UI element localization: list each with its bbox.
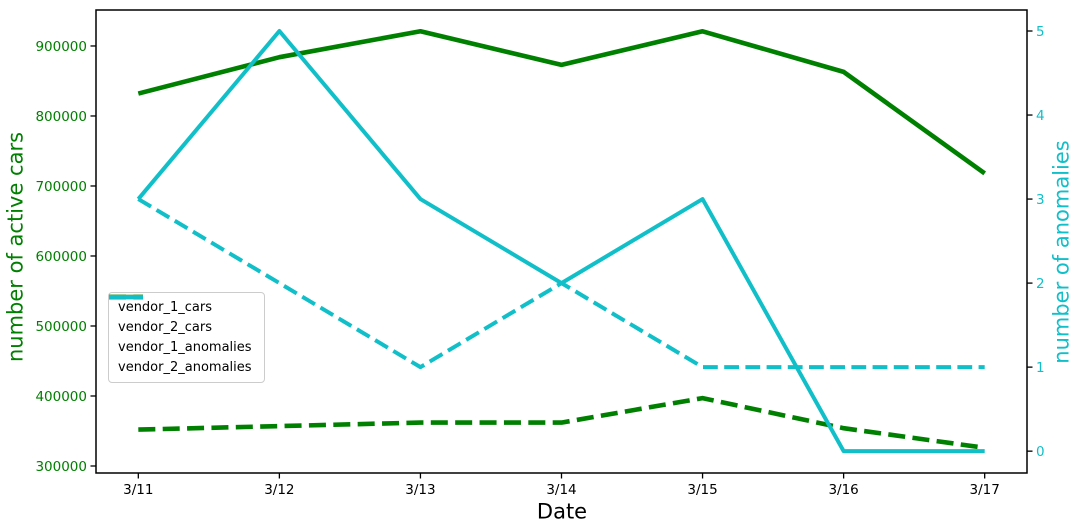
right-axis-tick-label: 2 <box>1036 276 1045 292</box>
left-axis-tick-label: 600000 <box>35 249 87 265</box>
x-axis-tick-label: 3/11 <box>123 482 153 498</box>
x-axis-tick-label: 3/13 <box>405 482 435 498</box>
legend-label: vendor_2_cars <box>118 320 212 335</box>
plot-border <box>95 9 1028 474</box>
x-axis-tick-label: 3/15 <box>687 482 717 498</box>
series-line-vendor_2_anomalies <box>137 197 985 370</box>
right-axis-title: number of anomalies <box>1049 140 1074 364</box>
right-axis-tick-label: 0 <box>1036 444 1045 460</box>
left-axis-title: number of active cars <box>3 131 28 363</box>
legend-dashed-line-sample <box>109 295 143 299</box>
legend-label: vendor_1_anomalies <box>118 340 252 355</box>
right-axis-tick-label: 1 <box>1036 360 1045 376</box>
legend-item-vendor_1_cars: vendor_1_cars <box>109 294 252 316</box>
right-axis-tick-label: 3 <box>1036 192 1045 208</box>
x-axis-tick-label: 3/14 <box>546 482 576 498</box>
left-axis-tick-label: 400000 <box>35 389 87 405</box>
series-line-vendor_1_cars <box>137 28 987 176</box>
legend-item-vendor_1_anomalies: vendor_1_anomalies <box>109 295 252 356</box>
left-axis-tick-label: 900000 <box>35 39 87 55</box>
legend-label: vendor_2_anomalies <box>118 360 252 375</box>
left-axis-tick-label: 700000 <box>35 179 87 195</box>
legend-label: vendor_1_cars <box>118 300 212 315</box>
x-axis-tick-label: 3/17 <box>970 482 1000 498</box>
left-axis-tick-label: 500000 <box>35 319 87 335</box>
legend-item-vendor_2_cars: vendor_2_cars <box>109 294 252 336</box>
series-line-vendor_1_anomalies <box>136 29 985 454</box>
x-axis-tick-label: 3/12 <box>264 482 294 498</box>
legend-item-vendor_2_anomalies: vendor_2_anomalies <box>109 295 252 376</box>
x-axis-tick-label: 3/16 <box>828 482 858 498</box>
x-axis-title: Date <box>536 499 588 524</box>
right-axis-tick-label: 4 <box>1036 108 1045 124</box>
legend: vendor_1_cars vendor_2_cars vendor_1_anoma… <box>108 292 265 383</box>
series-line-vendor_2_cars <box>138 395 985 451</box>
left-axis-tick-label: 800000 <box>35 109 87 125</box>
left-axis-tick-label: 300000 <box>35 459 87 475</box>
right-axis-tick-label: 5 <box>1036 24 1045 40</box>
